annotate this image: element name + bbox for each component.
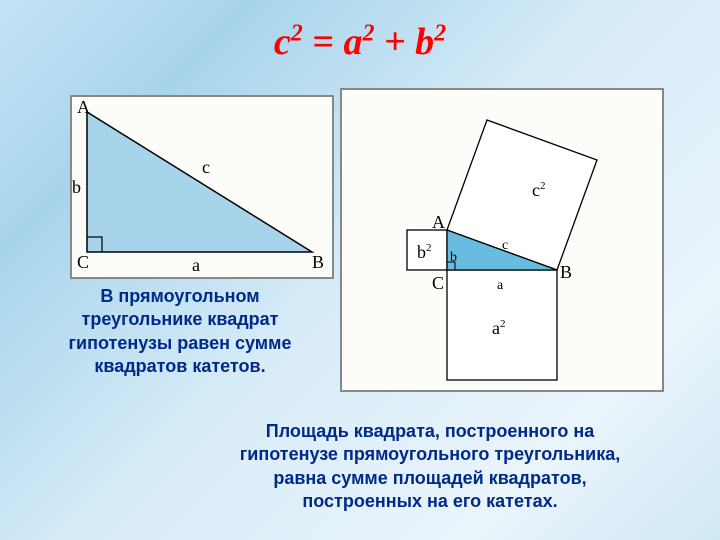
formula-eq: =: [303, 21, 344, 63]
caption-squares: Площадь квадрата, построенного нагипотен…: [190, 420, 670, 514]
triangle-svg: [72, 97, 332, 277]
formula-c-sq: 2: [291, 20, 303, 46]
caption-theorem: В прямоугольномтреугольнике квадратгипот…: [55, 285, 305, 379]
formula-a-sq: 2: [362, 20, 374, 46]
figure-squares: ACBabcb2a2c2: [340, 88, 664, 392]
formula-plus: +: [374, 21, 415, 63]
formula-b: b: [415, 21, 434, 63]
pythagoras-formula: c2 = a2 + b2: [0, 20, 720, 64]
formula-c: c: [274, 21, 291, 63]
formula-b-sq: 2: [434, 20, 446, 46]
formula-a: a: [343, 21, 362, 63]
figure-triangle: ACBabc: [70, 95, 334, 279]
